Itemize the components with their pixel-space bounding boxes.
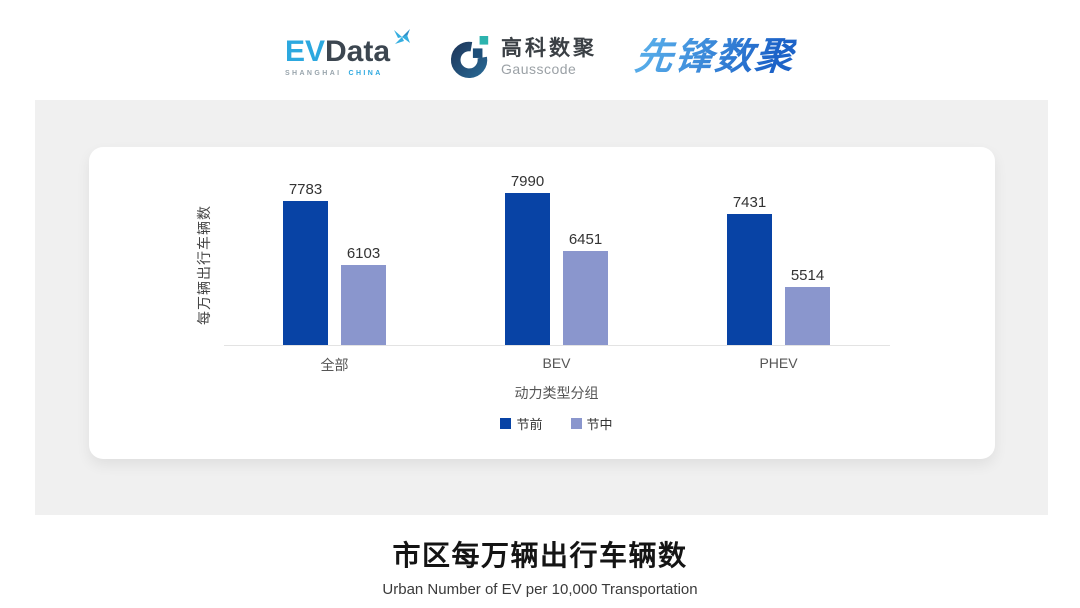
bar-节中-BEV [563,251,608,345]
evdata-china-text: CHINA [348,70,383,77]
category-label-PHEV: PHEV [759,355,798,371]
y-axis-label: 每万辆出行车辆数 [196,205,212,325]
plot-area: 7783 6103 7990 6451 7431 5514 [223,174,890,346]
legend-swatch-icon [570,418,582,429]
bar-group-PHEV: 7431 5514 [668,177,890,345]
bar-wrap: 6103 [341,246,386,345]
legend-label: 节前 [516,417,543,432]
evdata-wordmark: EV Data [284,29,412,68]
y-axis-label-column: 每万辆出行车辆数 [185,177,224,353]
chart-card: 每万辆出行车辆数 7783 6103 7990 6451 7431 5514 全部 BEV P… [88,147,995,459]
bar-wrap: 5514 [785,268,830,345]
bar-value-label: 5514 [790,267,825,284]
caption: 市区每万辆出行车辆数 Urban Number of EV per 10,000… [0,534,1080,598]
gausscode-text: 高科数聚 Gausscode [501,37,597,77]
evdata-subtext: SHANGHAI CHINA [285,70,412,77]
bar-group-全部: 7783 6103 [224,177,446,345]
spark-x-icon [394,29,411,44]
legend: 节前 节中 [224,414,890,433]
xianfeng-logo: 先锋数聚 [632,36,798,78]
legend-item-节中: 节中 [570,414,613,433]
evdata-ev-text: EV [284,35,325,68]
bar-value-label: 7431 [732,194,767,211]
category-label-全部: 全部 [320,357,349,373]
bar-value-label: 7783 [288,181,323,198]
x-axis-category-row: 全部 BEV PHEV [224,355,890,375]
bar-节中-全部 [341,265,386,345]
gausscode-logo: 高科数聚 Gausscode [450,34,597,80]
legend-label: 节中 [586,417,613,432]
bar-wrap: 7783 [283,182,328,345]
x-axis-title: 动力类型分组 [514,385,599,401]
legend-swatch-icon [500,418,512,429]
chart-main: 7783 6103 7990 6451 7431 5514 全部 BEV PHEV 动力类型分… [223,174,890,433]
bar-节前-全部 [283,201,328,345]
bar-wrap: 7431 [727,195,772,345]
legend-item-节前: 节前 [500,414,543,433]
gausscode-cn-text: 高科数聚 [501,36,598,60]
evdata-shanghai-text: SHANGHAI [284,70,342,77]
bar-节前-BEV [505,193,550,345]
category-label-BEV: BEV [542,355,571,371]
bar-group-BEV: 7990 6451 [446,174,668,345]
evdata-data-text: Data [324,35,391,68]
bar-value-label: 6451 [568,231,603,248]
gausscode-g-icon [450,36,489,78]
chart-subtitle: Urban Number of EV per 10,000 Transporta… [382,581,698,598]
bar-节前-PHEV [727,214,772,345]
bar-节中-PHEV [785,287,830,345]
gausscode-en-text: Gausscode [501,61,577,78]
bar-value-label: 7990 [510,173,545,190]
bar-value-label: 6103 [346,245,381,262]
bar-chart: 每万辆出行车辆数 7783 6103 7990 6451 7431 5514 全部 BEV P… [89,147,995,433]
bar-wrap: 6451 [563,232,608,345]
bar-wrap: 7990 [505,174,550,345]
logo-bar: EV Data SHANGHAI CHINA [0,0,1080,92]
chart-panel: 每万辆出行车辆数 7783 6103 7990 6451 7431 5514 全部 BEV P… [35,100,1048,515]
chart-title: 市区每万辆出行车辆数 [392,540,688,571]
evdata-logo: EV Data SHANGHAI CHINA [284,29,412,77]
